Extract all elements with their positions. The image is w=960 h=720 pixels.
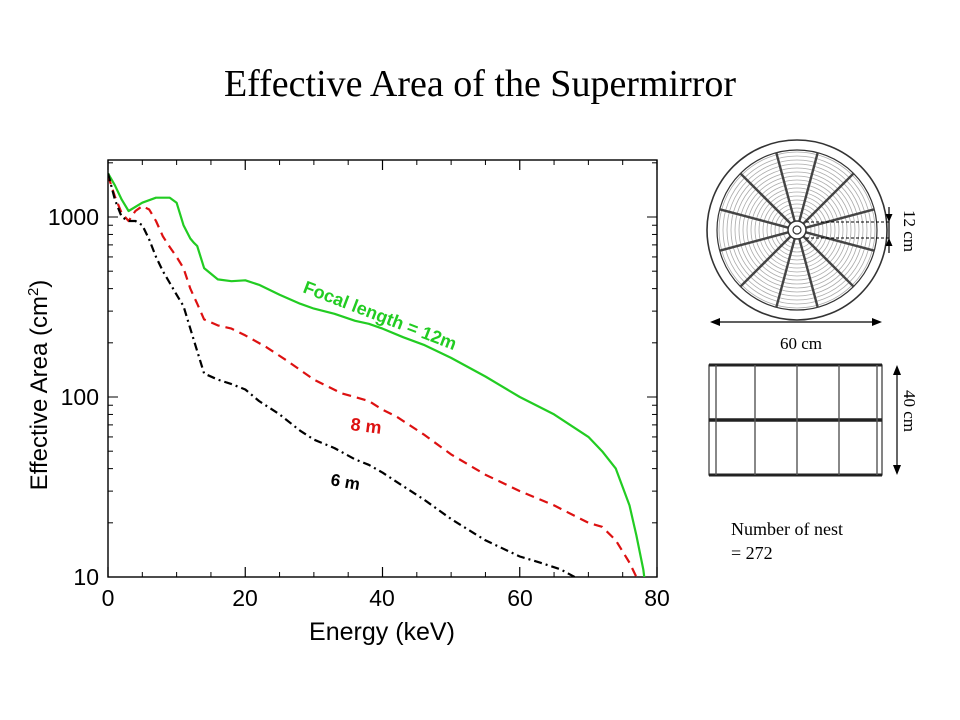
y-axis-label-close: ) (26, 280, 53, 288)
annotation-6m: 6 m (329, 470, 361, 494)
series-line-0 (108, 172, 646, 577)
mirror-spoke (805, 231, 875, 252)
nest-shells (718, 151, 876, 309)
nest-shell-ring (746, 179, 848, 281)
nest-count-line-1: Number of nest (731, 519, 843, 539)
outer-ring (706, 139, 888, 321)
diameter-dimension: 60 cm (710, 318, 882, 353)
x-tick-label-60: 60 (507, 585, 533, 611)
mirror-spokes (719, 152, 875, 308)
mirror-spoke (775, 238, 796, 308)
nest-shell-ring (778, 211, 816, 249)
nest-shell-ring (734, 167, 860, 293)
nest-shell-ring (758, 191, 836, 269)
dimension-arrow-40cm-top (893, 365, 901, 375)
nest-count-note: Number of nest = 272 (731, 517, 843, 565)
nest-shell-ring (718, 151, 876, 309)
x-axis-label: Energy (keV) (309, 618, 455, 646)
mirror-spoke (805, 208, 875, 229)
x-tick-label-40: 40 (369, 585, 395, 611)
dimension-arrow-60cm-right (872, 318, 882, 326)
nest-shell-ring (754, 187, 840, 273)
x-tick-label-0: 0 (102, 585, 115, 611)
nest-shell-ring (774, 207, 820, 253)
ticks-layer (107, 160, 658, 578)
hub-outer (787, 220, 807, 240)
nest-shell-ring (742, 175, 852, 285)
mirror-spoke (798, 238, 819, 308)
hub-inner (792, 225, 802, 235)
mirror-spoke (719, 231, 789, 252)
nest-shell-ring (722, 155, 872, 305)
mirror-spoke (719, 208, 789, 229)
annotation-8m: 8 m (350, 414, 383, 438)
mirror-spoke (798, 152, 819, 222)
nest-shell-ring (750, 183, 844, 277)
y-tick-label-100: 100 (61, 384, 99, 410)
inner-ring (716, 149, 878, 311)
y-axis-label-sup: 2 (25, 288, 42, 296)
dimension-arrow-40cm-bottom (893, 465, 901, 475)
nest-shell-ring (726, 159, 868, 301)
nest-shell-ring (766, 199, 828, 261)
nest-shell-ring (738, 171, 856, 289)
nest-shell-ring (730, 163, 864, 297)
mirror-spoke (775, 152, 796, 222)
mirror-side-view: 40 cm (708, 363, 919, 477)
label-60cm: 60 cm (780, 334, 822, 353)
nest-shell-ring (782, 215, 812, 245)
series-line-1 (108, 175, 638, 577)
nest-shell-ring (770, 203, 824, 257)
x-tick-label-80: 80 (644, 585, 670, 611)
y-axis-label: Effective Area (cm2) (25, 280, 53, 491)
dimension-arrow-12cm-bottom (885, 238, 893, 246)
mirror-spoke (739, 172, 792, 225)
dimension-arrow-12cm-top (885, 214, 893, 222)
y-axis-label-main: Effective Area (cm (26, 296, 53, 490)
series-line-2 (108, 173, 576, 577)
mirror-spoke (739, 235, 792, 288)
side-view-posts (715, 365, 878, 475)
label-40cm: 40 cm (900, 390, 919, 432)
nest-shell-ring (762, 195, 832, 265)
y-tick-label-10: 10 (73, 564, 99, 590)
series-layer (108, 172, 646, 577)
nest-count-line-2: = 272 (731, 543, 773, 563)
y-tick-labels: 10 100 1000 (48, 204, 99, 590)
x-tick-labels: 0 20 40 60 80 (102, 585, 670, 611)
y-tick-label-1000: 1000 (48, 204, 99, 230)
slide-title: Effective Area of the Supermirror (223, 63, 737, 105)
x-tick-label-20: 20 (232, 585, 258, 611)
mirror-top-view: 12 cm (706, 139, 919, 321)
mirror-spoke (802, 172, 855, 225)
label-12cm: 12 cm (900, 210, 919, 252)
mirror-spoke (802, 235, 855, 288)
dimension-arrow-60cm-left (710, 318, 720, 326)
